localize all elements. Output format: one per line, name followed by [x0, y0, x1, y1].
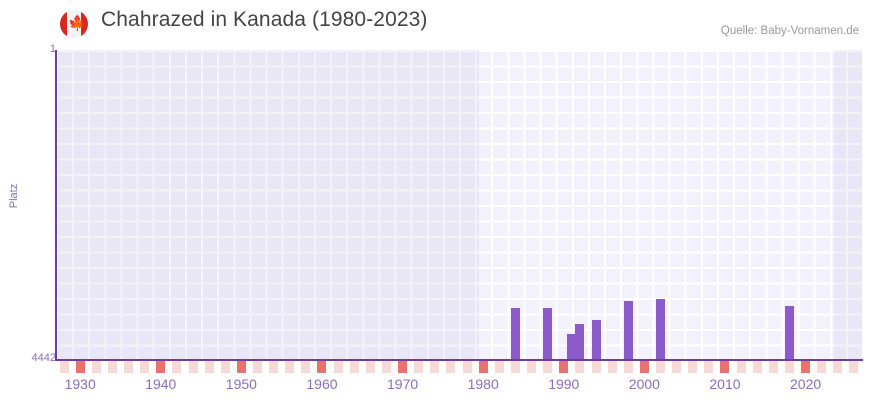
x-tick-mark-2016	[768, 361, 778, 373]
x-tick-mark-2022	[817, 361, 827, 373]
x-tick-mark-2002	[656, 361, 665, 373]
canada-flag-icon: 🍁	[60, 10, 88, 38]
y-tick-label-top: 1	[49, 43, 56, 55]
bar-2002	[656, 299, 665, 360]
x-tick-mark-1976	[446, 361, 456, 373]
x-tick-mark-2018	[784, 361, 794, 373]
x-tick-label-1930: 1930	[64, 376, 96, 392]
x-tick-mark-1956	[285, 361, 295, 373]
plot-area	[56, 50, 862, 360]
x-tick-mark-2026	[849, 361, 859, 373]
y-axis-title: Platz	[8, 183, 20, 209]
bar-series	[56, 50, 862, 360]
x-tick-mark-1990	[559, 361, 569, 373]
flag-band-right	[81, 10, 88, 38]
x-tick-mark-1962	[333, 361, 343, 373]
x-tick-mark-1948	[220, 361, 230, 373]
x-tick-label-1980: 1980	[467, 376, 499, 392]
x-tick-label-2000: 2000	[628, 376, 660, 392]
x-tick-mark-2024	[833, 361, 843, 373]
x-tick-mark-1928	[59, 361, 69, 373]
bar-1992	[575, 324, 585, 360]
x-tick-mark-1988	[543, 361, 553, 373]
x-tick-mark-1982	[494, 361, 504, 373]
x-tick-mark-1972	[414, 361, 424, 373]
bar-2018	[784, 306, 794, 360]
bar-1984	[510, 308, 520, 360]
bar-1994	[591, 320, 601, 360]
x-tick-mark-1944	[188, 361, 198, 373]
x-tick-mark-2020	[801, 361, 811, 373]
x-tick-mark-1954	[269, 361, 279, 373]
x-tick-mark-1958	[301, 361, 311, 373]
x-tick-mark-2006	[688, 361, 698, 373]
x-tick-mark-1998	[623, 361, 633, 373]
chart-header: 🍁 Chahrazed in Kanada (1980-2023) Quelle…	[0, 0, 873, 44]
x-tick-mark-1940	[156, 361, 166, 373]
x-tick-mark-1996	[607, 361, 617, 373]
page-title: Chahrazed in Kanada (1980-2023)	[101, 8, 428, 31]
x-tick-mark-1946	[204, 361, 214, 373]
x-tick-mark-1992	[575, 361, 585, 373]
x-tick-mark-1934	[107, 361, 117, 373]
x-tick-mark-1966	[365, 361, 375, 373]
flag-band-left	[60, 10, 67, 38]
x-tick-mark-1986	[527, 361, 537, 373]
maple-leaf-icon: 🍁	[68, 15, 87, 32]
x-tick-label-1990: 1990	[548, 376, 580, 392]
x-tick-mark-1932	[91, 361, 101, 373]
y-axis-line	[55, 50, 57, 361]
x-tick-mark-2014	[752, 361, 762, 373]
x-tick-mark-1968	[381, 361, 391, 373]
x-tick-label-1940: 1940	[145, 376, 177, 392]
source-attribution: Quelle: Baby-Vornamen.de	[720, 25, 859, 37]
x-tick-mark-1994	[591, 361, 601, 373]
x-tick-mark-1952	[253, 361, 262, 373]
x-tick-mark-2012	[736, 361, 746, 373]
x-tick-mark-1942	[172, 361, 182, 373]
x-tick-mark-1950	[236, 361, 246, 373]
x-tick-label-2010: 2010	[709, 376, 741, 392]
x-tick-mark-1974	[430, 361, 440, 373]
chart-gridlines	[56, 50, 862, 360]
x-tick-mark-1980	[478, 361, 488, 373]
bar-1998	[623, 301, 633, 360]
x-tick-label-1950: 1950	[225, 376, 257, 392]
x-axis-line	[56, 359, 863, 361]
y-tick-label-bottom: 4442	[31, 352, 56, 364]
x-tick-mark-1930	[75, 361, 85, 373]
x-tick-label-1970: 1970	[387, 376, 419, 392]
x-tick-label-2020: 2020	[790, 376, 822, 392]
x-tick-mark-2008	[704, 361, 714, 373]
x-tick-label-1960: 1960	[306, 376, 338, 392]
x-tick-mark-1938	[140, 361, 150, 373]
x-tick-mark-1984	[510, 361, 520, 373]
x-tick-mark-2010	[720, 361, 730, 373]
x-tick-mark-1964	[349, 361, 359, 373]
x-tick-mark-1978	[462, 361, 472, 373]
bar-1988	[543, 308, 553, 360]
x-tick-mark-1960	[317, 361, 327, 373]
x-tick-mark-2004	[672, 361, 682, 373]
x-tick-mark-1936	[124, 361, 134, 373]
x-tick-mark-2000	[639, 361, 649, 373]
bar-1991	[567, 334, 577, 360]
x-tick-mark-1970	[398, 361, 408, 373]
